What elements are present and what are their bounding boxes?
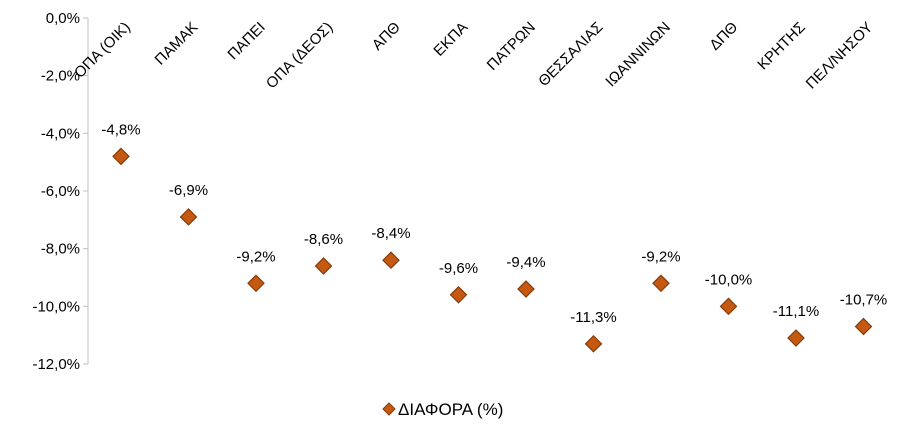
x-tick-label: ΕΚΠΑ (430, 19, 471, 60)
data-label: -9,6% (439, 260, 478, 277)
data-point (719, 297, 738, 316)
data-point (787, 329, 805, 347)
data-point (652, 274, 670, 293)
legend-marker (382, 402, 396, 416)
data-label: -6,9% (169, 182, 208, 199)
data-label: -10,7% (840, 292, 888, 309)
data-label: -8,6% (304, 231, 343, 248)
x-tick-label: ΑΠΘ (369, 19, 404, 54)
x-tick-label: ΟΠΑ (ΟΙΚ) (71, 19, 134, 82)
data-point (517, 280, 535, 298)
y-tick-label: -8,0% (41, 241, 80, 258)
data-label: -8,4% (371, 225, 410, 242)
data-point (854, 317, 873, 336)
data-point (179, 208, 198, 226)
data-label: -9,2% (236, 248, 275, 265)
y-tick-label: 0,0% (46, 10, 80, 27)
legend-label: ΔΙΑΦΟΡΑ (%) (398, 400, 503, 419)
data-points (112, 147, 873, 353)
data-point (247, 274, 265, 293)
y-tick-label: -10,0% (32, 298, 80, 315)
x-tick-label: ΠΑΠΕΙ (224, 19, 268, 63)
legend: ΔΙΑΦΟΡΑ (%) (382, 400, 503, 419)
x-tick-label: ΟΠΑ (ΔΕΟΣ) (263, 19, 336, 92)
data-label: -4,8% (101, 121, 140, 138)
data-label: -9,2% (641, 248, 680, 265)
data-point (584, 334, 603, 353)
y-tick-label: -12,0% (32, 356, 80, 373)
data-point (112, 147, 130, 166)
x-tick-label: ΚΡΗΤΗΣ (754, 19, 809, 74)
x-tick-label: ΘΕΣΣΑΛΙΑΣ (535, 19, 606, 90)
x-tick-label: ΠΕΛ/ΝΗΣΟΥ (803, 19, 877, 93)
y-axis: 0,0% -2,0% -4,0% -6,0% -8,0% -10,0% -12,0% (32, 10, 89, 373)
data-labels: -4,8% -6,9% -9,2% -8,6% -8,4% -9,6% -9,4% -11,3… (101, 121, 887, 325)
data-point (382, 251, 400, 270)
x-tick-label: ΠΑΤΡΩΝ (484, 19, 539, 74)
data-label: -10,0% (705, 271, 753, 288)
y-tick-label: -4,0% (41, 125, 80, 142)
data-point (314, 257, 333, 275)
data-label: -11,3% (570, 309, 616, 326)
data-label: -11,1% (773, 303, 819, 320)
data-point (449, 285, 468, 304)
x-tick-label: ΙΩΑΝΝΙΝΩΝ (602, 19, 673, 90)
y-tick-label: -6,0% (41, 183, 80, 200)
x-tick-label: ΔΠΘ (706, 19, 741, 54)
y-tick-label: -2,0% (41, 68, 80, 85)
x-tick-label: ΠΑΜΑΚ (152, 19, 202, 69)
data-label: -9,4% (506, 254, 545, 271)
